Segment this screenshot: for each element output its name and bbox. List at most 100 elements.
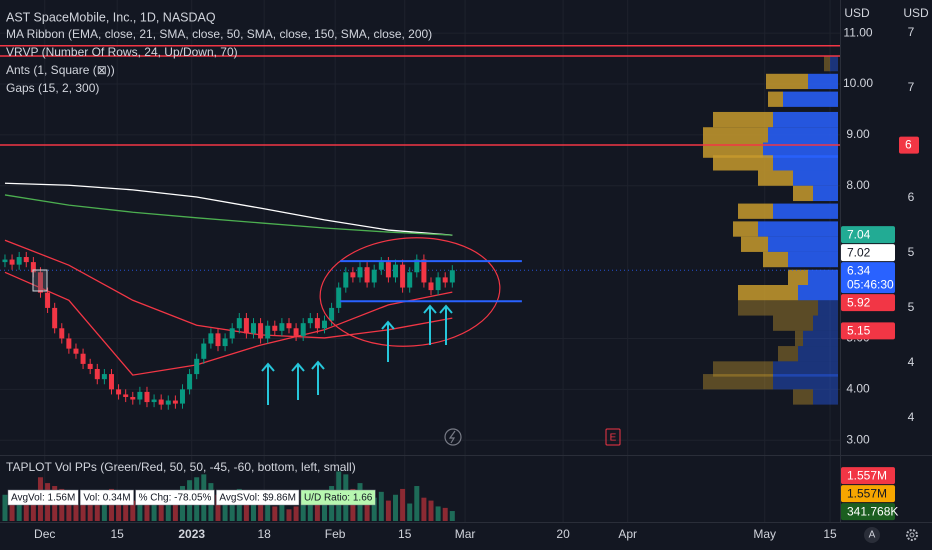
price-badge xyxy=(841,294,895,312)
earnings-label[interactable]: E xyxy=(610,433,617,444)
axis-unit: USD xyxy=(844,6,870,20)
profile-down xyxy=(778,346,798,362)
candle-body xyxy=(101,374,107,380)
candle-body xyxy=(293,328,299,336)
profile-down xyxy=(824,55,830,72)
x-tick-label: Mar xyxy=(455,527,476,541)
volume-bar xyxy=(321,494,327,521)
profile-up xyxy=(798,285,838,301)
y-tick-label: 10.00 xyxy=(843,76,873,90)
candle-body xyxy=(343,272,349,288)
lightning-icon[interactable] xyxy=(444,428,462,446)
volume-bar xyxy=(407,503,413,521)
x-tick-label: 20 xyxy=(556,527,570,541)
profile-up xyxy=(768,236,838,252)
candle-body xyxy=(23,257,29,263)
candle-body xyxy=(165,400,171,405)
settings-icon[interactable] xyxy=(906,529,918,541)
volume-bar xyxy=(9,497,15,521)
profile-up xyxy=(758,221,838,237)
candle-body xyxy=(208,333,214,344)
volume-bar xyxy=(87,494,93,521)
volume-bar xyxy=(94,491,100,521)
candle-body xyxy=(314,318,320,329)
x-tick-label: May xyxy=(753,527,776,541)
profile-down xyxy=(741,236,768,252)
candle-body xyxy=(94,368,100,380)
auto-scale-button[interactable] xyxy=(864,527,880,543)
profile-down xyxy=(795,330,803,347)
price-badge-label: 1.557M xyxy=(847,486,887,500)
auto-scale-label[interactable]: A xyxy=(869,530,876,541)
volume-bar xyxy=(144,494,150,521)
profile-up xyxy=(768,127,838,143)
profile-down xyxy=(703,127,768,143)
candle-body xyxy=(321,320,327,329)
profile-up xyxy=(803,330,838,347)
stat-label: Vol: 0.34M xyxy=(83,493,130,504)
volume-bar xyxy=(80,493,86,521)
candle-body xyxy=(229,328,235,339)
price-badge xyxy=(841,244,895,262)
profile-up xyxy=(773,374,838,390)
stat-box xyxy=(7,489,79,506)
profile-up xyxy=(773,361,838,377)
indicator-label[interactable]: VRVP (Number Of Rows, 24, Up/Down, 70) xyxy=(6,45,238,59)
profile-down xyxy=(738,203,773,219)
candle-body xyxy=(449,270,455,283)
indicator-label[interactable]: Ants (1, Square (⊠)) xyxy=(6,63,115,77)
volume-bar xyxy=(243,494,249,521)
candle-body xyxy=(350,272,356,278)
candle-body xyxy=(137,391,143,400)
candle-body xyxy=(286,323,292,329)
price-badge-label: 6 xyxy=(905,138,912,152)
candle-body xyxy=(80,353,86,364)
volume-bar xyxy=(151,500,157,521)
price-badge xyxy=(841,503,895,521)
y-tick-label: 11.00 xyxy=(843,25,872,39)
candle-body xyxy=(144,391,150,403)
candle-body xyxy=(400,264,406,288)
volume-bar xyxy=(66,494,72,521)
candle-body xyxy=(123,394,129,397)
candle-body xyxy=(378,262,384,270)
x-tick-label: 18 xyxy=(257,527,271,541)
candle-body xyxy=(265,325,271,339)
candle-body xyxy=(16,257,22,265)
stat-label: AvgVol: 1.56M xyxy=(11,493,75,504)
candle-body xyxy=(435,277,441,291)
profile-up xyxy=(773,111,838,128)
volume-bar xyxy=(428,500,434,521)
y2-tick-label: 6 xyxy=(908,190,915,204)
arrow xyxy=(381,320,395,362)
volume-bar xyxy=(371,497,377,521)
y2-tick-label: 4 xyxy=(908,355,915,369)
candle-body xyxy=(250,323,256,334)
stat-box xyxy=(300,489,376,506)
candle-body xyxy=(45,292,51,308)
candle-body xyxy=(215,333,221,347)
profile-down xyxy=(758,170,793,186)
candle-body xyxy=(108,374,114,390)
x-tick-label: Dec xyxy=(34,527,55,541)
profile-down xyxy=(766,73,808,90)
candle-body xyxy=(364,267,370,283)
volume-bar xyxy=(400,488,406,521)
price-badge-label: 7.02 xyxy=(847,245,871,259)
x-tick-label: 15 xyxy=(398,527,412,541)
candle-body xyxy=(371,269,377,283)
price-badge-label: 6.34 xyxy=(847,263,871,277)
profile-down xyxy=(793,185,813,202)
candle-body xyxy=(428,282,434,291)
profile-down xyxy=(793,389,813,405)
earnings-marker[interactable] xyxy=(605,428,621,446)
price-badge-label: 5.15 xyxy=(847,323,871,337)
volume-bar xyxy=(165,500,171,521)
price-badge xyxy=(841,485,895,503)
indicator-label[interactable]: MA Ribbon (EMA, close, 21, SMA, close, 5… xyxy=(6,27,432,41)
indicator-label[interactable]: Gaps (15, 2, 300) xyxy=(6,81,99,95)
volume-bar xyxy=(279,503,285,521)
candle-body xyxy=(130,396,136,400)
candle-body xyxy=(172,400,178,404)
